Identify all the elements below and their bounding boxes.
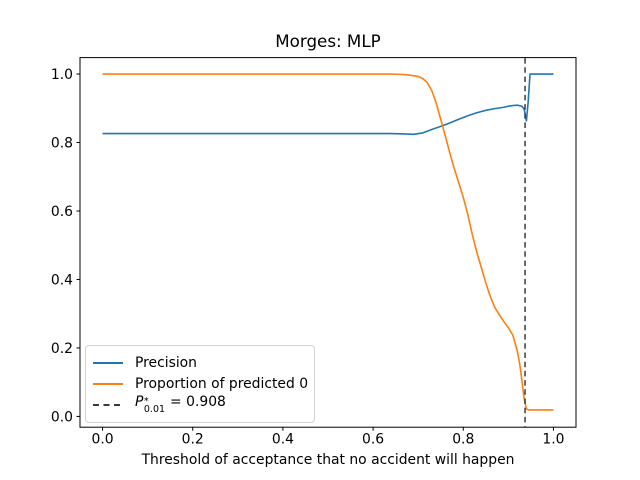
y-tick-label: 1.0 (51, 67, 73, 83)
x-tick-label: 0.0 (91, 432, 113, 448)
series-line-0 (102, 73, 554, 136)
series-line-1 (102, 73, 554, 411)
x-tick-label: 0.2 (182, 432, 204, 448)
x-tick-label: 0.6 (362, 432, 384, 448)
y-tick-label: 0.0 (51, 409, 73, 425)
y-tick-label: 0.8 (51, 135, 73, 151)
chart-title: Morges: MLP (275, 31, 380, 51)
math-subscript: 0.01 (143, 404, 166, 415)
x-axis-label: Threshold of acceptance that no accident… (141, 452, 515, 468)
x-tick-label: 1.0 (542, 432, 564, 448)
y-tick-label: 0.4 (51, 272, 73, 288)
y-tick-label: 0.2 (51, 341, 73, 357)
math-supsub: * 0.01 (143, 396, 166, 415)
plot-series (102, 58, 554, 427)
legend-label-threshold: P * 0.01 = 0.908 (135, 394, 226, 415)
proportion-line-swatch (93, 383, 123, 385)
legend: Precision Proportion of predicted 0 P * 0.… (85, 345, 315, 423)
legend-item-proportion: Proportion of predicted 0 (93, 374, 309, 394)
math-p-symbol: P (135, 394, 144, 411)
y-tick-label: 0.6 (51, 204, 73, 220)
math-equals-value: = 0.908 (170, 394, 226, 411)
x-tick-label: 0.8 (452, 432, 474, 448)
threshold-dashed-swatch (93, 404, 123, 406)
axes-spines (79, 57, 577, 428)
axis-ticks: 0.0 0.2 0.4 0.6 0.8 1.0 0.0 0.2 0.4 0.6 0.8 1.0 (51, 67, 565, 448)
legend-item-precision: Precision (93, 353, 306, 373)
math-superscript: * (143, 396, 149, 408)
legend-label-proportion: Proportion of predicted 0 (135, 376, 309, 392)
legend-label-precision: Precision (135, 355, 197, 371)
precision-line-swatch (93, 362, 123, 364)
x-tick-label: 0.4 (272, 432, 294, 448)
legend-item-threshold: P * 0.01 = 0.908 (93, 394, 306, 415)
